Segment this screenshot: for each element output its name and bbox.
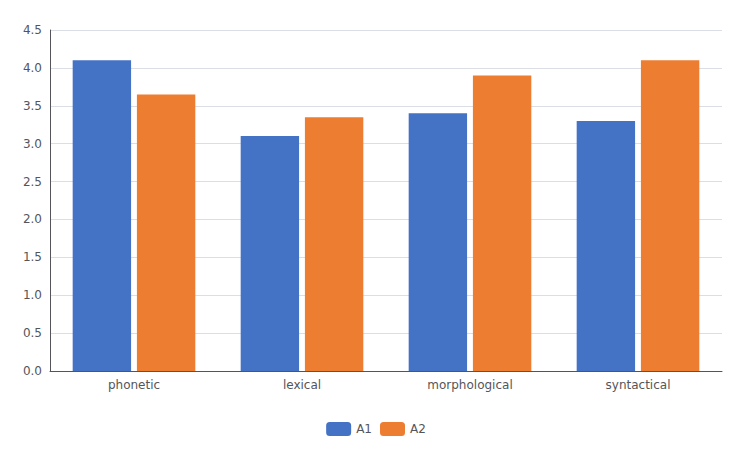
svg-text:morphological: morphological [427,378,512,392]
svg-text:3.0: 3.0 [23,137,42,151]
svg-text:1.5: 1.5 [23,250,42,264]
svg-text:A1: A1 [356,422,372,436]
svg-text:3.5: 3.5 [23,99,42,113]
svg-text:phonetic: phonetic [108,378,160,392]
svg-text:0.5: 0.5 [23,326,42,340]
svg-text:1.0: 1.0 [23,288,42,302]
svg-text:0.0: 0.0 [23,364,42,378]
svg-text:4.5: 4.5 [23,23,42,37]
svg-text:syntactical: syntactical [606,378,671,392]
svg-text:2.5: 2.5 [23,175,42,189]
svg-text:lexical: lexical [283,378,321,392]
svg-text:2.0: 2.0 [23,212,42,226]
svg-text:4.0: 4.0 [23,61,42,75]
svg-text:A2: A2 [410,422,426,436]
